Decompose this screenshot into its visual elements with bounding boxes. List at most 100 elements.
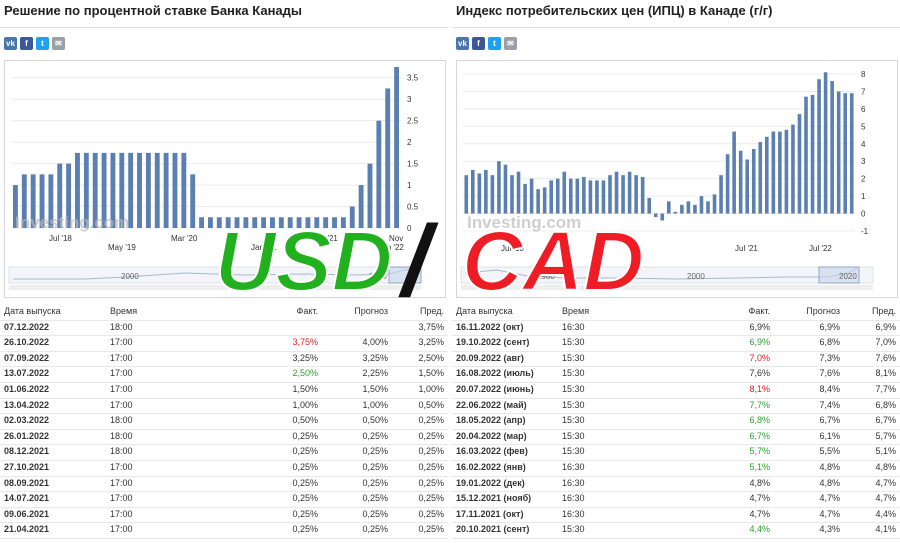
chart-bar[interactable] bbox=[128, 152, 134, 228]
column-header-date[interactable]: Дата выпуска bbox=[456, 306, 513, 316]
chart-bar[interactable] bbox=[634, 175, 638, 214]
chart-bar[interactable] bbox=[784, 129, 789, 214]
email-icon[interactable]: ✉ bbox=[52, 37, 65, 50]
chart-bar[interactable] bbox=[394, 67, 400, 228]
chart-bar[interactable] bbox=[119, 152, 125, 228]
chart-bar[interactable] bbox=[181, 152, 187, 228]
chart-bar[interactable] bbox=[358, 185, 364, 228]
chart-bar[interactable] bbox=[57, 163, 63, 228]
chart-bar[interactable] bbox=[190, 174, 196, 228]
chart-bar[interactable] bbox=[823, 72, 828, 214]
chart-bar[interactable] bbox=[163, 152, 169, 228]
column-header-date[interactable]: Дата выпуска bbox=[4, 306, 61, 316]
chart-bar[interactable] bbox=[471, 169, 475, 214]
chart-bar[interactable] bbox=[712, 194, 717, 214]
chart-bar[interactable] bbox=[693, 204, 697, 214]
chart-bar[interactable] bbox=[647, 197, 651, 214]
column-header-actual[interactable]: Факт. bbox=[748, 306, 770, 316]
chart-bar[interactable] bbox=[66, 163, 72, 228]
chart-bar[interactable] bbox=[199, 217, 205, 228]
chart-navigator[interactable] bbox=[460, 266, 874, 284]
chart-bar[interactable] bbox=[771, 131, 776, 214]
vk-icon[interactable]: vk bbox=[4, 37, 17, 50]
column-header-time[interactable]: Время bbox=[562, 306, 590, 316]
chart-bar[interactable] bbox=[484, 169, 488, 214]
chart-bar[interactable] bbox=[686, 201, 691, 214]
facebook-icon[interactable]: f bbox=[20, 37, 33, 50]
chart-bar[interactable] bbox=[542, 187, 547, 214]
chart-bar[interactable] bbox=[510, 175, 514, 214]
chart-bar[interactable] bbox=[270, 217, 275, 228]
chart-bar[interactable] bbox=[555, 178, 560, 214]
chart-bar[interactable] bbox=[804, 96, 808, 214]
chart-bar[interactable] bbox=[296, 217, 302, 228]
chart-bar[interactable] bbox=[680, 204, 684, 214]
chart-bar[interactable] bbox=[810, 94, 815, 214]
chart-bar[interactable] bbox=[849, 93, 854, 214]
navigator-selection[interactable] bbox=[388, 266, 422, 284]
chart-bar[interactable] bbox=[30, 174, 36, 228]
chart-bar[interactable] bbox=[523, 183, 527, 214]
chart-bar[interactable] bbox=[261, 217, 267, 228]
chart-bar[interactable] bbox=[207, 217, 213, 228]
chart-bar[interactable] bbox=[791, 124, 795, 214]
chart-bar[interactable] bbox=[797, 114, 802, 214]
chart-bar[interactable] bbox=[529, 178, 534, 214]
chart-bar[interactable] bbox=[75, 152, 80, 228]
column-header-forecast[interactable]: Прогноз bbox=[806, 306, 840, 316]
chart-bar[interactable] bbox=[595, 180, 599, 214]
chart-bar[interactable] bbox=[817, 79, 821, 214]
column-header-time[interactable]: Время bbox=[110, 306, 138, 316]
chart-bar[interactable] bbox=[376, 120, 382, 228]
chart-bar[interactable] bbox=[582, 176, 586, 214]
column-header-previous[interactable]: Пред. bbox=[871, 306, 896, 316]
chart-bar[interactable] bbox=[614, 171, 619, 214]
chart-bar[interactable] bbox=[778, 131, 782, 214]
chart-bar[interactable] bbox=[367, 163, 373, 228]
vk-icon[interactable]: vk bbox=[456, 37, 469, 50]
chart-bar[interactable] bbox=[39, 174, 45, 228]
chart-bar[interactable] bbox=[601, 180, 606, 214]
chart-bar[interactable] bbox=[332, 217, 337, 228]
chart-bar[interactable] bbox=[172, 152, 178, 228]
chart-bar[interactable] bbox=[758, 142, 763, 214]
chart-bar[interactable] bbox=[751, 149, 756, 214]
chart-bar[interactable] bbox=[21, 174, 27, 228]
chart-bar[interactable] bbox=[699, 196, 704, 214]
chart-bar[interactable] bbox=[137, 152, 142, 228]
chart-bar[interactable] bbox=[340, 217, 346, 228]
twitter-icon[interactable]: t bbox=[488, 37, 501, 50]
chart-scrollbar[interactable] bbox=[461, 285, 873, 290]
email-icon[interactable]: ✉ bbox=[504, 37, 517, 50]
column-header-previous[interactable]: Пред. bbox=[419, 306, 444, 316]
chart-bar[interactable] bbox=[243, 217, 249, 228]
chart-bar[interactable] bbox=[536, 189, 540, 214]
chart-bar[interactable] bbox=[477, 173, 482, 214]
chart-bar[interactable] bbox=[497, 161, 501, 214]
chart-bar[interactable] bbox=[385, 88, 391, 228]
chart-bar[interactable] bbox=[503, 164, 508, 214]
chart-bar[interactable] bbox=[836, 91, 841, 214]
column-header-forecast[interactable]: Прогноз bbox=[354, 306, 388, 316]
chart-bar[interactable] bbox=[349, 206, 355, 228]
chart-bar[interactable] bbox=[640, 176, 645, 214]
interest-rate-chart[interactable]: 3.5 3 2.5 2 1.5 1 0.5 0 Investing.com Jul '18 May … bbox=[4, 60, 446, 298]
chart-bar[interactable] bbox=[588, 180, 593, 214]
chart-bar[interactable] bbox=[305, 217, 311, 228]
chart-bar[interactable] bbox=[83, 152, 89, 228]
navigator-selection[interactable] bbox=[818, 266, 860, 284]
chart-bar[interactable] bbox=[706, 201, 710, 214]
facebook-icon[interactable]: f bbox=[472, 37, 485, 50]
chart-bar[interactable] bbox=[234, 217, 240, 228]
chart-bar[interactable] bbox=[48, 174, 54, 228]
chart-bar[interactable] bbox=[765, 136, 769, 214]
chart-bar[interactable] bbox=[145, 152, 151, 228]
chart-bar[interactable] bbox=[725, 154, 730, 214]
chart-bar[interactable] bbox=[278, 217, 284, 228]
chart-bar[interactable] bbox=[562, 171, 567, 214]
cpi-chart[interactable]: 8 7 6 5 4 3 2 1 0 -1 Investing.com Jul '18 Jul '21 Ju… bbox=[456, 60, 898, 298]
chart-bar[interactable] bbox=[830, 80, 834, 214]
chart-bar[interactable] bbox=[732, 131, 736, 214]
column-header-actual[interactable]: Факт. bbox=[296, 306, 318, 316]
chart-bar[interactable] bbox=[738, 150, 743, 214]
